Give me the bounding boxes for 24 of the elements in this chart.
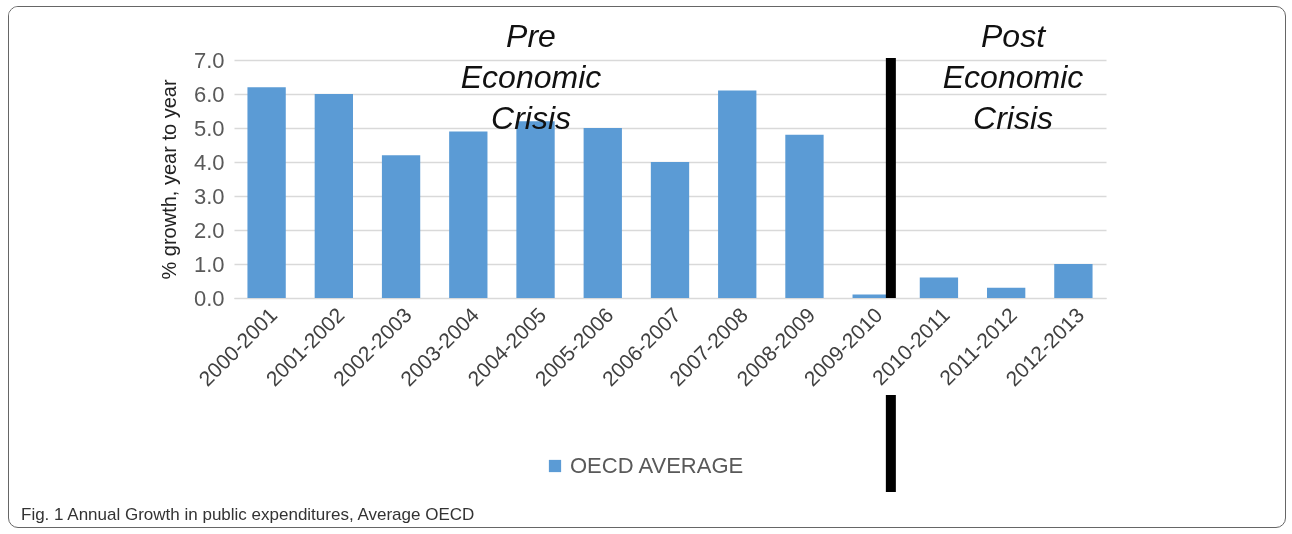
bar <box>919 277 959 298</box>
y-tick-label: 7.0 <box>193 47 225 73</box>
caption: Fig. 1 Annual Growth in public expenditures, Average OECD <box>21 505 475 525</box>
y-tick-label: 4.0 <box>193 149 225 175</box>
bar <box>583 128 622 298</box>
bar <box>650 162 690 298</box>
y-axis-title: % growth, year to year <box>157 79 180 280</box>
y-tick-label: 2.0 <box>193 217 225 243</box>
bar <box>1054 264 1093 298</box>
y-tick-label: 3.0 <box>193 183 225 209</box>
bar <box>718 90 757 298</box>
bar <box>987 287 1026 298</box>
bar <box>314 94 353 298</box>
y-tick-label: 6.0 <box>193 81 225 107</box>
bar <box>381 155 421 298</box>
bar <box>785 134 824 298</box>
legend-label: OECD AVERAGE <box>570 453 744 478</box>
y-tick-label: 5.0 <box>193 115 225 141</box>
annotation: Pre Economic Crisis <box>460 18 602 136</box>
annotation: Post Economic Crisis <box>942 18 1084 136</box>
y-tick-label: 1.0 <box>193 251 225 277</box>
y-tick-label: 0.0 <box>193 285 225 311</box>
bar <box>449 131 488 298</box>
bar <box>247 87 286 298</box>
